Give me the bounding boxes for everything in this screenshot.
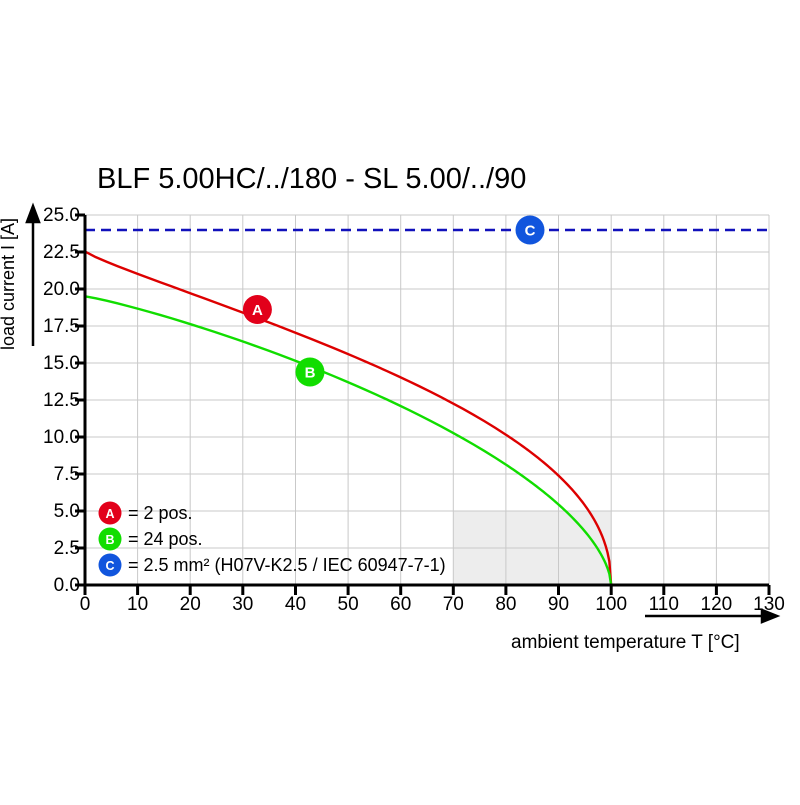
svg-text:12.5: 12.5 [43, 390, 80, 411]
svg-text:30: 30 [232, 594, 253, 615]
svg-text:5.0: 5.0 [54, 501, 80, 522]
svg-text:= 2.5 mm² (H07V-K2.5 / IEC 609: = 2.5 mm² (H07V-K2.5 / IEC 60947-7-1) [128, 555, 446, 575]
svg-text:7.5: 7.5 [54, 464, 80, 485]
svg-text:25.0: 25.0 [43, 205, 80, 226]
svg-text:17.5: 17.5 [43, 316, 80, 337]
svg-text:C: C [525, 223, 536, 240]
svg-text:load current I [A]: load current I [A] [0, 218, 18, 350]
svg-text:100: 100 [595, 594, 627, 615]
svg-text:110: 110 [649, 594, 679, 615]
svg-text:20.0: 20.0 [43, 279, 80, 300]
svg-text:90: 90 [548, 594, 569, 615]
svg-text:A: A [105, 507, 114, 521]
svg-text:50: 50 [338, 594, 359, 615]
svg-text:20: 20 [180, 594, 201, 615]
svg-text:B: B [105, 533, 114, 547]
svg-text:= 24 pos.: = 24 pos. [128, 529, 203, 549]
svg-text:40: 40 [285, 594, 306, 615]
svg-text:15.0: 15.0 [43, 353, 80, 374]
svg-text:B: B [305, 365, 316, 382]
svg-text:= 2 pos.: = 2 pos. [128, 503, 193, 523]
svg-text:2.5: 2.5 [54, 538, 80, 559]
svg-text:ambient temperature T [°C]: ambient temperature T [°C] [511, 632, 740, 653]
svg-text:0.0: 0.0 [54, 575, 80, 596]
svg-text:120: 120 [701, 594, 733, 615]
svg-text:A: A [252, 302, 263, 319]
svg-text:70: 70 [443, 594, 464, 615]
svg-text:80: 80 [495, 594, 516, 615]
svg-text:10: 10 [127, 594, 148, 615]
svg-text:C: C [105, 559, 114, 573]
svg-text:22.5: 22.5 [43, 242, 80, 263]
svg-text:BLF 5.00HC/../180 - SL 5.00/..: BLF 5.00HC/../180 - SL 5.00/../90 [97, 163, 526, 195]
svg-text:60: 60 [390, 594, 411, 615]
svg-text:0: 0 [80, 594, 91, 615]
svg-text:10.0: 10.0 [43, 427, 80, 448]
